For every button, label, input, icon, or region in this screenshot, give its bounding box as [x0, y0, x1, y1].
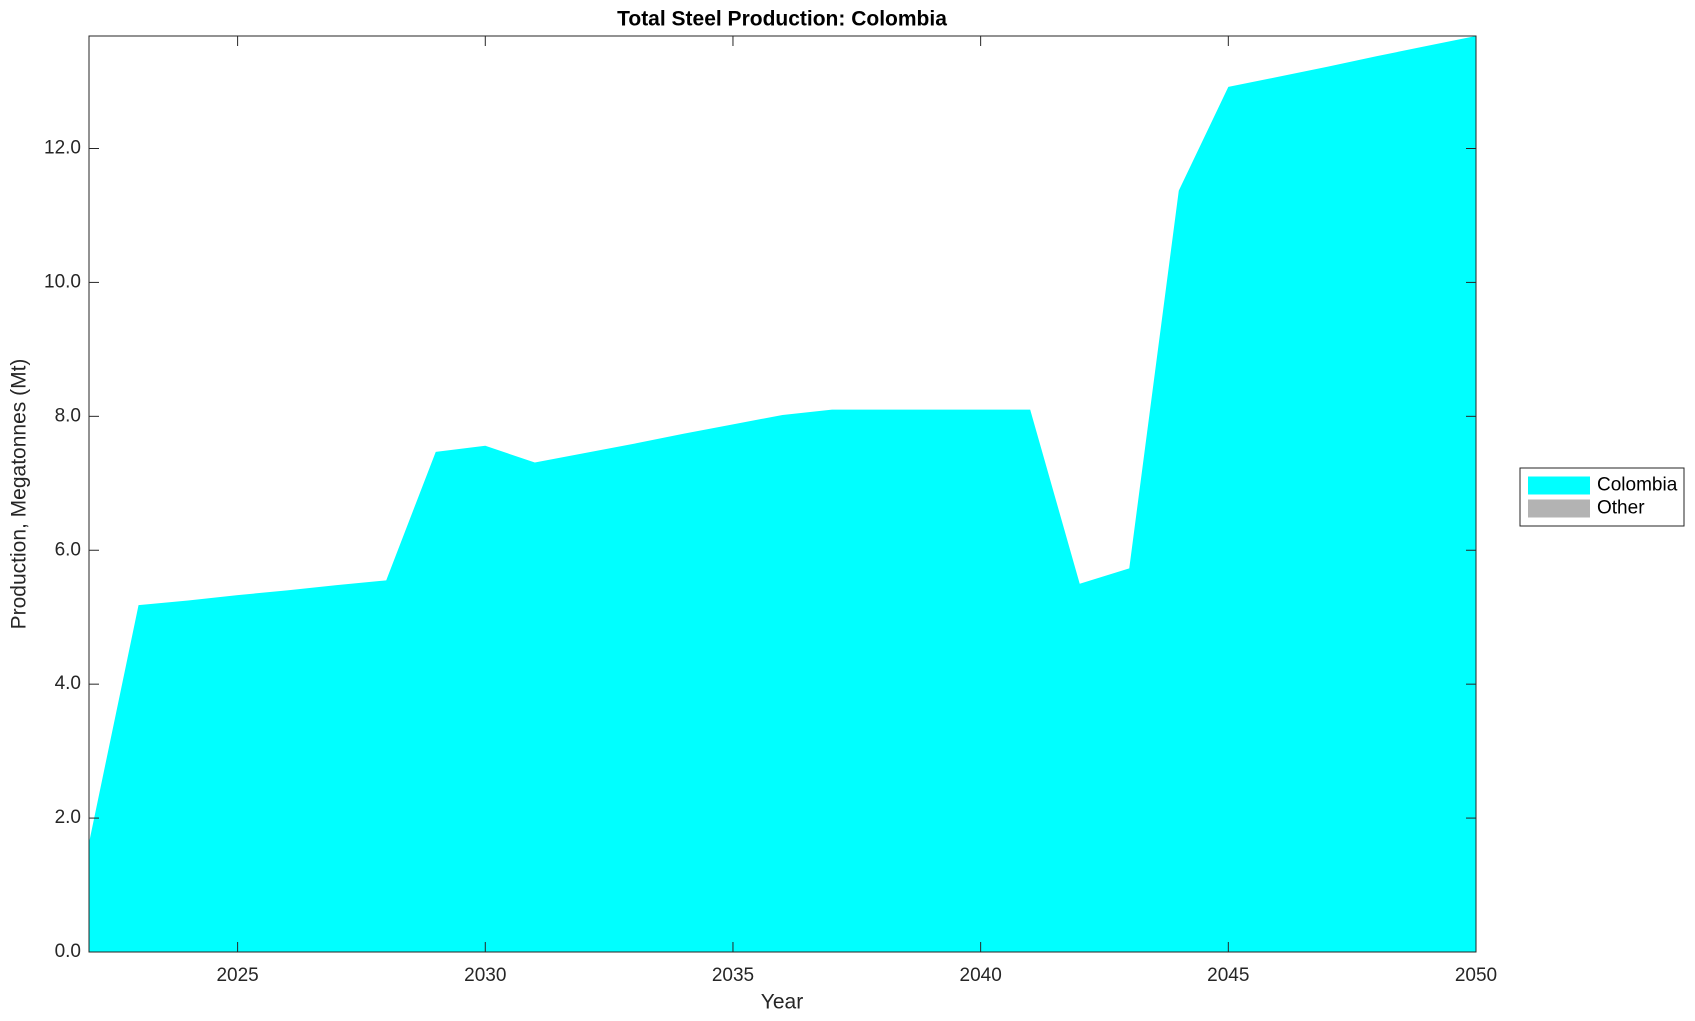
x-tick-label: 2030: [464, 965, 506, 986]
y-axis-label: Production, Megatonnes (Mt): [8, 359, 31, 630]
area: [89, 36, 1476, 952]
x-tick-label: 2035: [712, 965, 754, 986]
axes-box: [88, 35, 1477, 953]
y-tick-label: 4.0: [55, 673, 81, 694]
legend-label: Other: [1597, 498, 1645, 519]
legend-swatch: [1528, 476, 1590, 495]
y-tick-label: 6.0: [55, 539, 81, 560]
x-tick-label: 2040: [960, 965, 1002, 986]
x-tick-label: 2025: [216, 965, 258, 986]
y-tick-label: 8.0: [55, 405, 81, 426]
legend-label: Colombia: [1597, 475, 1678, 496]
y-tick-label: 12.0: [44, 138, 81, 159]
y-tick-label: 10.0: [44, 271, 81, 292]
x-tick-label: 2050: [1455, 965, 1497, 986]
x-axis-label: Year: [761, 991, 803, 1014]
y-tick-label: 0.0: [55, 941, 81, 962]
x-tick-label: 2045: [1207, 965, 1249, 986]
legend-swatch: [1528, 499, 1590, 518]
y-tick-label: 2.0: [55, 807, 81, 828]
chart-title: Total Steel Production: Colombia: [617, 8, 947, 31]
